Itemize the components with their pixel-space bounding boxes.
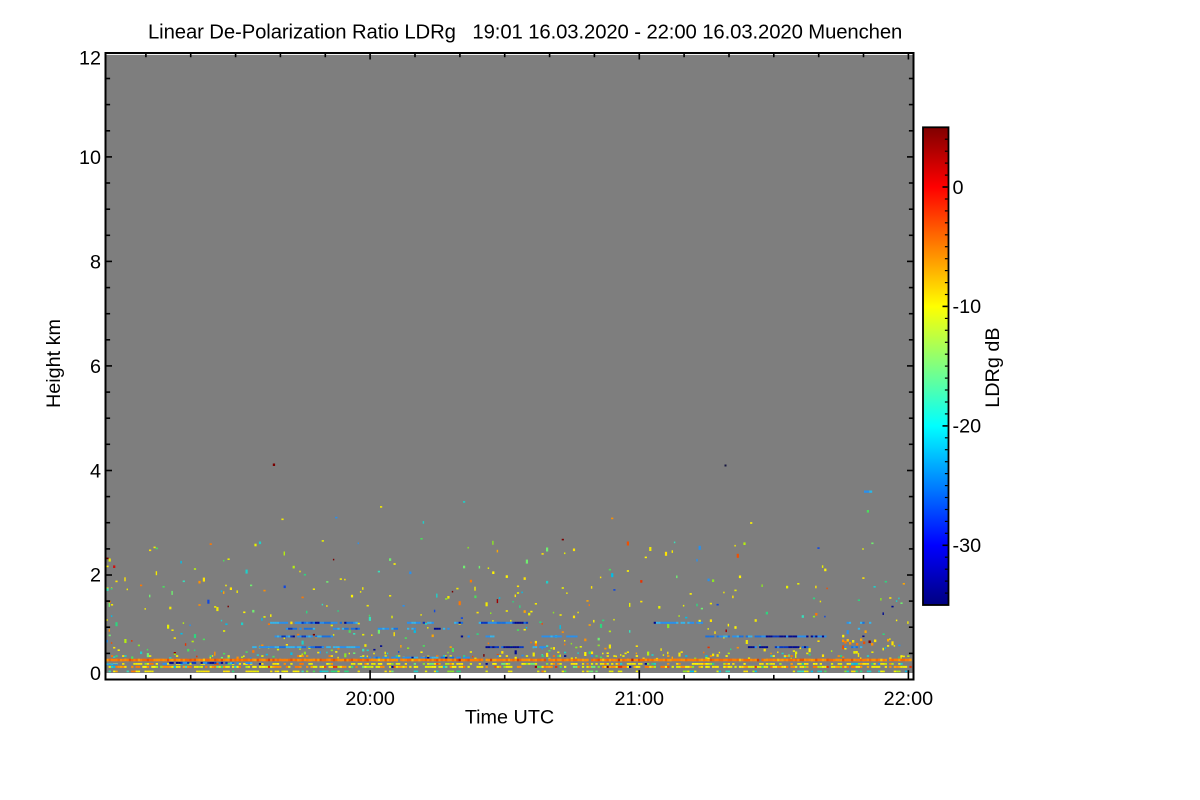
svg-text:10: 10 [79,147,101,169]
svg-text:21:00: 21:00 [615,688,665,710]
svg-text:8: 8 [90,252,101,274]
svg-text:Linear De-Polarization Ratio L: Linear De-Polarization Ratio LDRg 19:01 … [148,22,902,44]
svg-text:22:00: 22:00 [884,688,934,710]
svg-text:6: 6 [90,356,101,378]
svg-text:Height km: Height km [43,319,65,408]
svg-text:0: 0 [90,663,101,685]
svg-text:0: 0 [953,177,964,199]
svg-text:-30: -30 [953,535,982,557]
svg-text:-20: -20 [953,416,982,438]
svg-text:20:00: 20:00 [345,688,395,710]
svg-text:-10: -10 [953,296,982,318]
svg-text:2: 2 [90,565,101,587]
svg-text:Time UTC: Time UTC [465,707,554,729]
svg-text:LDRg dB: LDRg dB [982,327,1004,407]
svg-text:12: 12 [79,48,101,70]
svg-text:4: 4 [90,460,101,482]
